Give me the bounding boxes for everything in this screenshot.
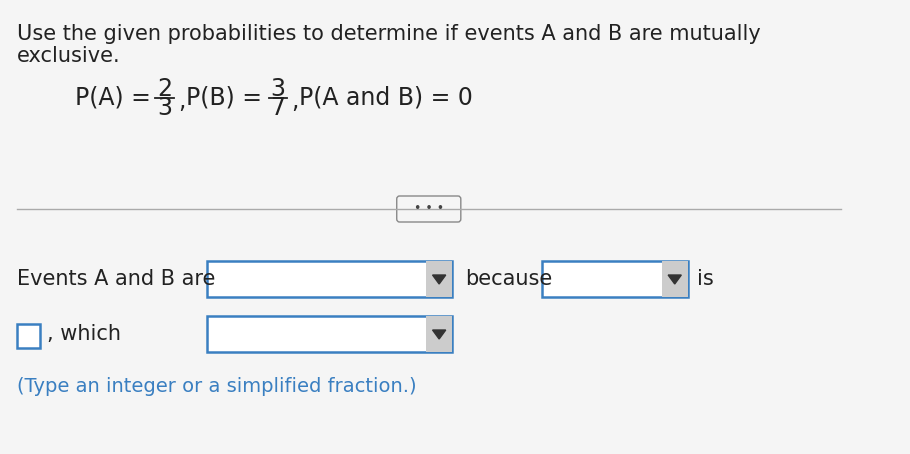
Text: exclusive.: exclusive.	[17, 46, 121, 66]
Text: ,: ,	[291, 89, 298, 113]
FancyBboxPatch shape	[426, 261, 452, 297]
Text: • • •: • • •	[414, 202, 444, 216]
Text: P(A and B) = 0: P(A and B) = 0	[298, 85, 472, 109]
FancyBboxPatch shape	[207, 261, 452, 297]
FancyBboxPatch shape	[207, 316, 452, 352]
FancyBboxPatch shape	[397, 196, 460, 222]
Text: is: is	[697, 269, 714, 289]
Polygon shape	[432, 330, 446, 339]
Text: 3: 3	[157, 96, 172, 120]
Text: P(A) =: P(A) =	[76, 85, 151, 109]
FancyBboxPatch shape	[662, 261, 688, 297]
Text: Use the given probabilities to determine if events A and B are mutually: Use the given probabilities to determine…	[17, 24, 761, 44]
Text: because: because	[466, 269, 552, 289]
Polygon shape	[668, 275, 682, 284]
Text: , which: , which	[47, 324, 121, 344]
Text: ,: ,	[178, 89, 186, 113]
Polygon shape	[432, 275, 446, 284]
Text: (Type an integer or a simplified fraction.): (Type an integer or a simplified fractio…	[17, 376, 417, 395]
Text: 2: 2	[157, 77, 172, 101]
FancyBboxPatch shape	[426, 316, 452, 352]
FancyBboxPatch shape	[17, 324, 39, 348]
Text: 7: 7	[270, 96, 286, 120]
Text: P(B) =: P(B) =	[186, 85, 262, 109]
Text: 3: 3	[270, 77, 286, 101]
FancyBboxPatch shape	[541, 261, 688, 297]
Text: Events A and B are: Events A and B are	[17, 269, 216, 289]
